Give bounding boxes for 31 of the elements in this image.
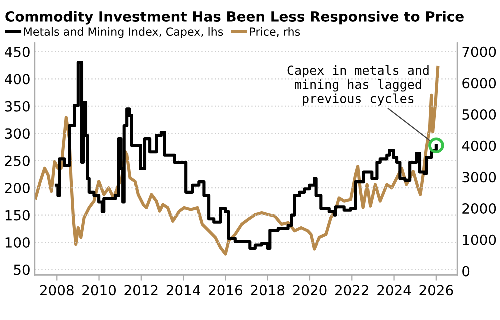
x-tick-label: 2016 <box>209 285 243 296</box>
y-tick-label: 50 <box>14 264 30 276</box>
x-tick-label: 2008 <box>40 285 74 296</box>
y-tick-label: 350 <box>5 101 30 112</box>
x-tick-label: 2020 <box>293 285 327 296</box>
y2-tick-label: 2000 <box>462 204 496 214</box>
x-tick-label: 2014 <box>166 285 200 296</box>
y2-tick-label: 5000 <box>462 109 496 120</box>
y-tick-label: 250 <box>5 156 30 166</box>
annotation: Capex in metals and mining has lagged previous cycles <box>288 65 429 106</box>
chart-title: Commodity Investment Has Been Less Responsive to Price <box>6 11 464 25</box>
x-tick-label: 2026 <box>420 285 454 296</box>
y-tick-label: 300 <box>5 128 30 140</box>
y-tick-label: 400 <box>5 74 30 85</box>
y2-tick-label: 4000 <box>462 140 496 152</box>
y2-tick-label: 1000 <box>463 234 496 246</box>
x-tick-label: 2022 <box>335 285 368 296</box>
y-tick-label: 200 <box>5 183 30 194</box>
y2-tick-label: 6000 <box>462 78 496 89</box>
x-tick-label: 2012 <box>124 285 158 296</box>
y2-tick-label: 0 <box>462 266 470 277</box>
y2-tick-label: 3000 <box>462 172 496 183</box>
y-tick-label: 450 <box>5 46 30 58</box>
x-tick-label: 2010 <box>82 285 116 296</box>
legend-label: Metals and Mining Index, Capex, lhs <box>24 27 224 38</box>
y2-tick-label: 7000 <box>462 46 496 58</box>
x-tick-label: 2024 <box>378 285 412 296</box>
y-tick-label: 100 <box>6 237 30 248</box>
x-tick-label: 2018 <box>251 285 285 296</box>
y-tick-label: 150 <box>6 210 30 221</box>
legend-label: Price, rhs <box>250 27 300 38</box>
